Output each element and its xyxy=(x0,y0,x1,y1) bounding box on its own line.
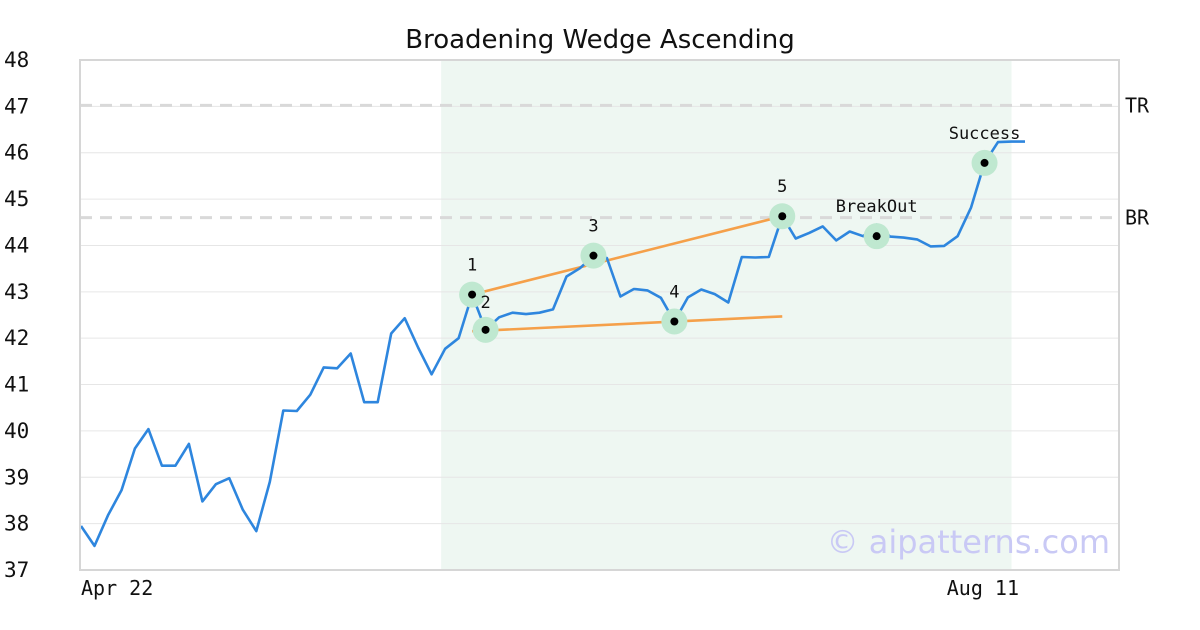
point-marker xyxy=(670,317,679,326)
point-marker xyxy=(980,158,989,167)
y-tick-label: 37 xyxy=(4,558,29,582)
watermark: © aipatterns.com xyxy=(827,523,1110,561)
point-label: 4 xyxy=(669,282,679,302)
chart-title: Broadening Wedge Ascending xyxy=(405,25,795,55)
point-label: 3 xyxy=(588,217,598,237)
lower-trendline xyxy=(472,315,783,333)
y-tick-label: 40 xyxy=(4,419,29,443)
pattern-highlight-zone xyxy=(441,60,1012,570)
trendlines xyxy=(471,214,783,333)
pattern-points: 12 3 4 5 BreakOut Success xyxy=(459,124,1020,343)
point-marker xyxy=(481,325,490,334)
point-marker xyxy=(589,251,598,260)
point-label: 5 xyxy=(777,177,787,197)
x-tick-label: Apr 22 xyxy=(81,576,153,600)
y-tick-label: 43 xyxy=(4,280,29,304)
y-tick-label: 44 xyxy=(4,233,29,257)
y-axis-ticks: 37 38 39 40 41 42 43 44 45 46 47 48 xyxy=(4,48,29,582)
y-tick-label: 48 xyxy=(4,48,29,72)
y-tick-label: 41 xyxy=(4,373,29,397)
y-tick-label: 46 xyxy=(4,141,29,165)
y-tick-label: 42 xyxy=(4,326,29,350)
level-label-tr: TR xyxy=(1125,93,1150,117)
x-tick-label: Aug 11 xyxy=(947,576,1019,600)
point-label: 2 xyxy=(480,293,490,313)
y-tick-label: 39 xyxy=(4,465,29,489)
y-tick-label: 38 xyxy=(4,512,29,536)
y-tick-label: 47 xyxy=(4,94,29,118)
level-lines: TR BR xyxy=(80,93,1150,230)
point-label: BreakOut xyxy=(836,197,918,217)
x-axis-ticks: Apr 22 Aug 11 xyxy=(81,576,1019,600)
point-marker xyxy=(778,212,787,221)
point-label: Success xyxy=(949,124,1021,144)
y-tick-label: 45 xyxy=(4,187,29,211)
upper-trendline xyxy=(471,214,783,296)
point-label: 1 xyxy=(467,256,477,276)
plot-frame xyxy=(79,59,1120,571)
point-marker xyxy=(872,232,881,241)
level-label-br: BR xyxy=(1125,206,1150,230)
point-marker xyxy=(468,290,477,299)
